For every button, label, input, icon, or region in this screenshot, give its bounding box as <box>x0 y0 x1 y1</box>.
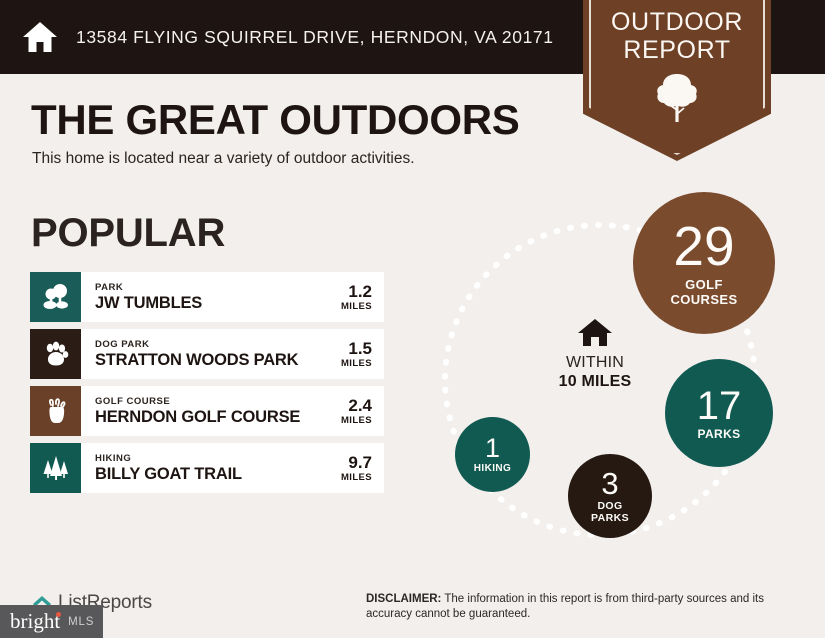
diagram-center: WITHIN 10 MILES <box>537 318 653 391</box>
stat-label-line1: DOG <box>597 500 623 512</box>
house-icon <box>23 22 57 52</box>
bright-wordmark: bright <box>10 609 62 633</box>
list-item-distance: 1.5 MILES <box>306 329 384 379</box>
stat-value: 3 <box>601 466 619 501</box>
list-item[interactable]: GOLF COURSE HERNDON GOLF COURSE 2.4 MILE… <box>30 386 384 436</box>
list-item-text: HIKING BILLY GOAT TRAIL <box>81 443 306 493</box>
badge-title-line2: REPORT <box>623 36 731 64</box>
pine-trees-icon <box>30 443 81 493</box>
list-item-text: DOG PARK STRATTON WOODS PARK <box>81 329 306 379</box>
stat-label: PARKS <box>697 426 741 441</box>
distance-value: 2.4 <box>348 395 372 415</box>
stat-value: 29 <box>673 215 735 277</box>
house-icon <box>578 319 612 346</box>
stat-circle-dog-parks[interactable]: 3 DOG PARKS <box>568 454 652 538</box>
listreports-house-icon <box>33 596 51 607</box>
list-item-distance: 2.4 MILES <box>306 386 384 436</box>
stat-circle-hiking[interactable]: 1 HIKING <box>455 417 530 492</box>
list-item-name: JW TUMBLES <box>95 293 203 312</box>
list-item[interactable]: HIKING BILLY GOAT TRAIL 9.7 MILES <box>30 443 384 493</box>
list-item-category: HIKING <box>95 452 132 464</box>
list-item-category: PARK <box>95 281 124 293</box>
badge-border <box>589 0 765 155</box>
stat-circle-golf-courses[interactable]: 29 GOLF COURSES <box>633 192 775 334</box>
list-item-name: BILLY GOAT TRAIL <box>95 464 242 483</box>
stat-label-line1: GOLF <box>685 277 723 292</box>
mls-suffix: MLS <box>68 615 95 628</box>
stat-circle-parks[interactable]: 17 PARKS <box>665 359 773 467</box>
list-item-distance: 1.2 MILES <box>306 272 384 322</box>
stat-label-line2: COURSES <box>670 292 738 307</box>
golf-bag-icon <box>30 386 81 436</box>
list-item-distance: 9.7 MILES <box>306 443 384 493</box>
list-item-text: GOLF COURSE HERNDON GOLF COURSE <box>81 386 306 436</box>
bright-text: bright <box>10 609 61 633</box>
list-item-category: DOG PARK <box>95 338 150 350</box>
list-item-text: PARK JW TUMBLES <box>81 272 306 322</box>
badge-title-line1: OUTDOOR <box>611 8 743 36</box>
property-address: 13584 FLYING SQUIRREL DRIVE, HERNDON, VA… <box>76 26 554 47</box>
section-title-popular: POPULAR <box>31 211 226 255</box>
list-item-name: STRATTON WOODS PARK <box>95 350 299 369</box>
within-10-miles-diagram: WITHIN 10 MILES 29 GOLF COURSES 17 PARKS… <box>420 176 820 548</box>
disclaimer-text: The information in this report is from t… <box>366 593 764 620</box>
bright-mls-badge: bright MLS <box>0 605 103 638</box>
outdoor-report-badge: OUTDOOR REPORT <box>583 0 771 161</box>
distance-value: 1.5 <box>348 338 372 358</box>
park-trees-icon <box>30 272 81 322</box>
page-subtitle: This home is located near a variety of o… <box>32 150 415 167</box>
distance-unit: MILES <box>340 300 372 312</box>
list-item[interactable]: PARK JW TUMBLES 1.2 MILES <box>30 272 384 322</box>
popular-list: PARK JW TUMBLES 1.2 MILES DOG PARK STRAT… <box>30 272 384 500</box>
distance-unit: MILES <box>340 471 372 483</box>
center-within-label: WITHIN <box>565 354 625 371</box>
center-miles-label: 10 MILES <box>558 373 632 390</box>
list-item-category: GOLF COURSE <box>95 395 171 407</box>
distance-unit: MILES <box>340 414 372 426</box>
disclaimer: DISCLAIMER: The information in this repo… <box>366 592 791 621</box>
tree-icon <box>657 74 697 122</box>
paw-print-icon <box>30 329 81 379</box>
disclaimer-label: DISCLAIMER: <box>366 593 442 605</box>
list-item-name: HERNDON GOLF COURSE <box>95 407 301 426</box>
stat-value: 1 <box>484 433 501 463</box>
distance-value: 1.2 <box>348 281 372 301</box>
distance-unit: MILES <box>340 357 372 369</box>
bright-dot-accent <box>56 612 62 617</box>
list-item[interactable]: DOG PARK STRATTON WOODS PARK 1.5 MILES <box>30 329 384 379</box>
stat-label: HIKING <box>473 463 512 474</box>
page-title: THE GREAT OUTDOORS <box>31 96 520 143</box>
distance-value: 9.7 <box>348 452 372 472</box>
stat-value: 17 <box>696 383 742 428</box>
stat-label-line2: PARKS <box>591 511 629 524</box>
